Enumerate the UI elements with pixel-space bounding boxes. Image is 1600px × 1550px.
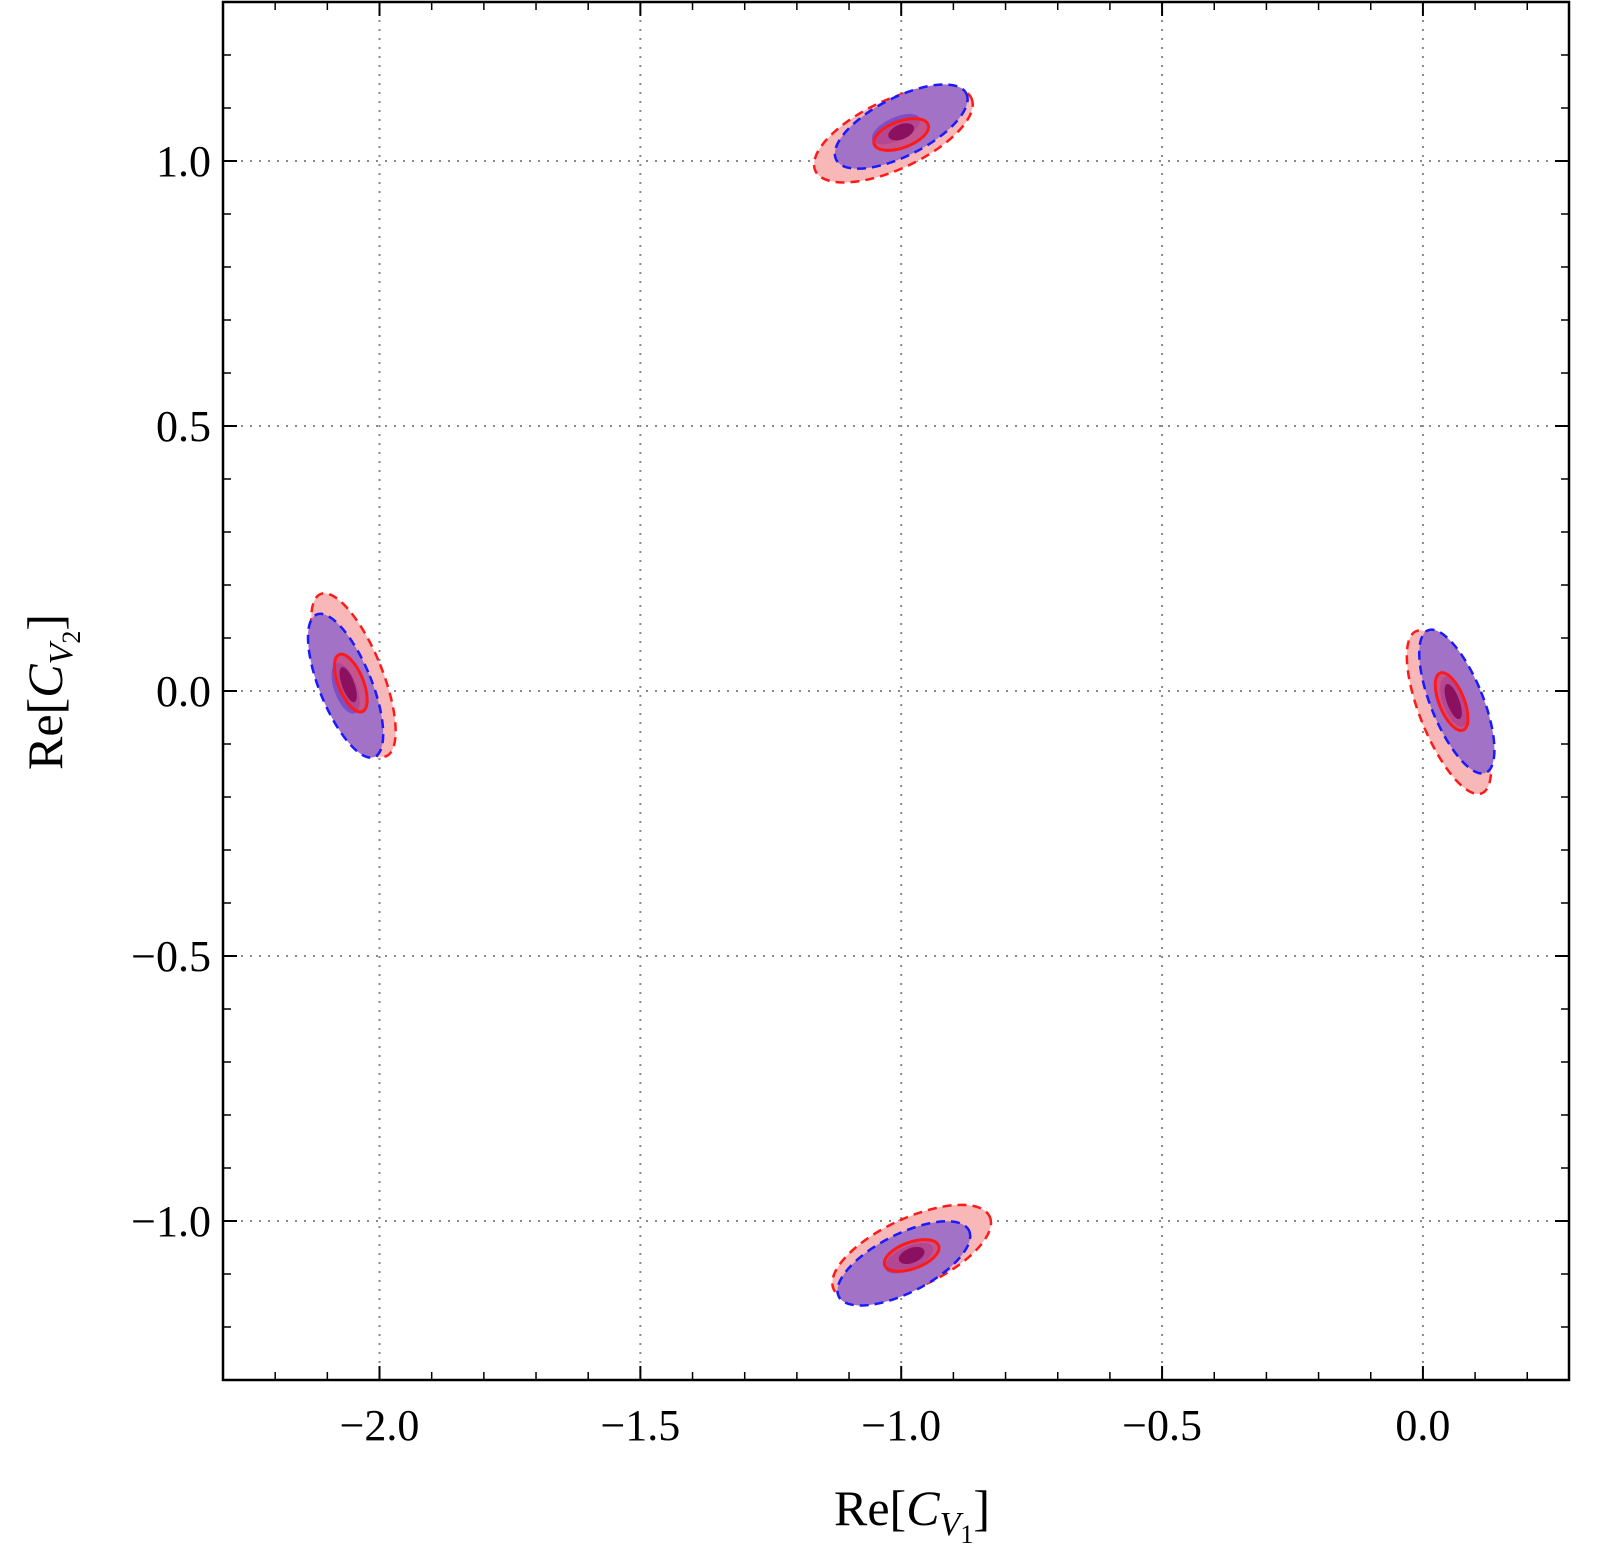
y-tick-label: −0.5 xyxy=(131,932,211,981)
y-tick-label: 1.0 xyxy=(156,137,211,186)
overlap-core xyxy=(898,1246,925,1265)
x-tick-label: −2.0 xyxy=(340,1401,420,1450)
x-tick-label: −0.5 xyxy=(1122,1401,1202,1450)
tick-labels: −2.0 −1.5 −1.0 −0.5 0.0 1.0 0.5 0.0 −0.5 −1.0 xyxy=(131,137,1450,1450)
x-axis-title: Re[CV1] xyxy=(834,1480,990,1549)
y-tick-label: −1.0 xyxy=(131,1197,211,1246)
y-tick-label: 0.5 xyxy=(156,402,211,451)
contour-region-3 xyxy=(1405,628,1496,796)
y-tick-label: 0.0 xyxy=(156,667,211,716)
overlap-core xyxy=(1444,684,1462,720)
x-tick-label: −1.5 xyxy=(600,1401,680,1450)
x-tick-label: −1.0 xyxy=(861,1401,941,1450)
y-axis-title: Re[CV2] xyxy=(17,614,86,770)
overlap-core xyxy=(339,667,357,703)
contour-region-1 xyxy=(812,83,975,184)
grid-lines xyxy=(223,2,1569,1380)
contour-regions xyxy=(306,83,1496,1307)
overlap-core xyxy=(888,123,915,141)
axis-ticks xyxy=(222,1,1569,1381)
contour-region-2 xyxy=(306,592,397,759)
x-tick-label: 0.0 xyxy=(1395,1401,1450,1450)
contour-region-4 xyxy=(831,1203,993,1307)
